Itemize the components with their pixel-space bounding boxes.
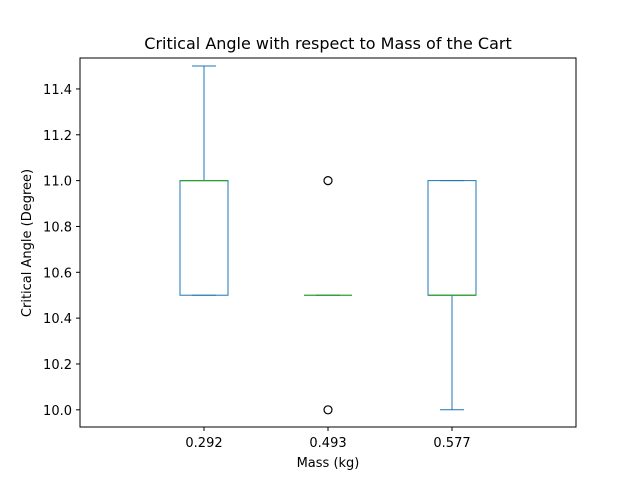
box-iqr bbox=[179, 180, 229, 296]
y-axis-label: Critical Angle (Degree) bbox=[20, 169, 35, 317]
y-tick-label: 10.0 bbox=[43, 404, 72, 419]
y-tick-label: 11.2 bbox=[43, 129, 72, 144]
plot-area: 10.0 10.2 10.4 10.6 10.8 11.0 11.2 11.4 0.292 0.4… bbox=[43, 57, 577, 451]
y-tick-label: 11.4 bbox=[43, 83, 72, 98]
x-tick-label: 0.292 bbox=[185, 436, 222, 451]
x-tick-label: 0.493 bbox=[309, 436, 346, 451]
x-tick-label: 0.577 bbox=[433, 436, 470, 451]
outlier-point bbox=[323, 176, 333, 186]
x-axis-label: Mass (kg) bbox=[297, 456, 360, 471]
chart-title: Critical Angle with respect to Mass of t… bbox=[144, 34, 511, 53]
y-tick-label: 10.6 bbox=[43, 266, 72, 281]
box-iqr bbox=[427, 180, 477, 296]
plot-frame bbox=[79, 57, 577, 428]
y-tick-label: 10.4 bbox=[43, 312, 72, 327]
y-tick-label: 11.0 bbox=[43, 175, 72, 190]
outlier-point bbox=[323, 405, 333, 415]
y-tick-label: 10.8 bbox=[43, 220, 72, 235]
y-tick-label: 10.2 bbox=[43, 358, 72, 373]
